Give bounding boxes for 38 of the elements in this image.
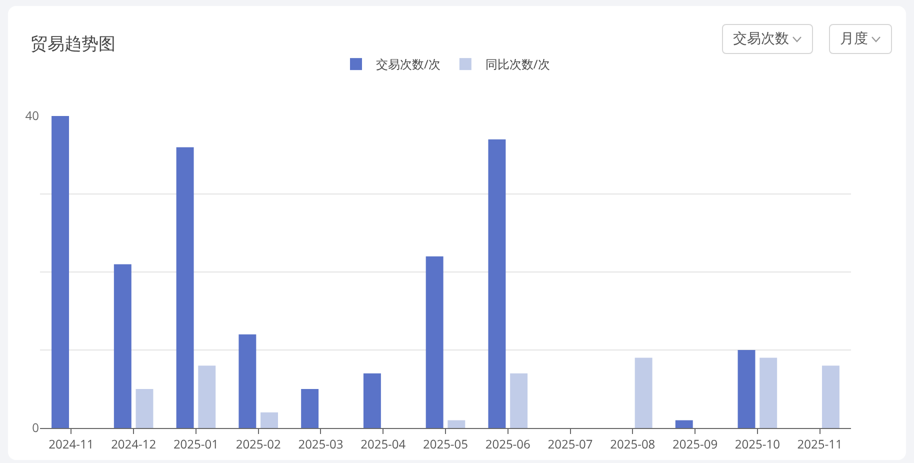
bar <box>176 147 194 428</box>
x-tick-label: 2025-06 <box>485 435 531 452</box>
x-tick-label: 2025-01 <box>173 435 218 452</box>
bar <box>822 366 840 428</box>
x-tick-label: 2025-04 <box>360 435 406 452</box>
legend-label: 交易次数/次 <box>376 56 440 73</box>
legend-label: 同比次数/次 <box>485 56 550 73</box>
dropdown-button: 月度 <box>829 24 892 54</box>
bar <box>675 420 693 428</box>
y-tick-label: 0 <box>32 419 40 436</box>
x-tick-label: 2025-08 <box>610 435 656 452</box>
x-tick-label: 2025-09 <box>672 435 718 452</box>
x-tick-label: 2024-12 <box>111 435 156 452</box>
x-tick-label: 2025-11 <box>797 435 842 452</box>
bar <box>510 373 528 428</box>
bar <box>136 389 154 428</box>
bar <box>238 334 256 428</box>
bar <box>488 139 506 428</box>
y-tick-label: 40 <box>25 107 40 124</box>
bar <box>760 358 778 428</box>
bar <box>301 389 319 428</box>
x-tick-label: 2025-05 <box>422 435 468 452</box>
dropdown-button: 交易次数 <box>722 24 813 54</box>
bar <box>114 264 132 428</box>
x-tick-label: 2025-10 <box>734 435 780 452</box>
x-tick-label: 2025-07 <box>548 435 593 452</box>
x-tick-label: 2025-02 <box>236 435 281 452</box>
bar <box>363 373 381 428</box>
bar <box>198 366 216 428</box>
bar <box>448 420 466 428</box>
bar <box>52 116 70 428</box>
bar <box>634 358 652 428</box>
x-tick-label: 2024-11 <box>48 435 94 452</box>
bar <box>738 350 756 428</box>
x-tick-label: 2025-03 <box>298 435 344 452</box>
bar <box>260 412 278 428</box>
bar <box>426 256 444 428</box>
chart-title: 贸易趋势图 <box>30 34 116 55</box>
